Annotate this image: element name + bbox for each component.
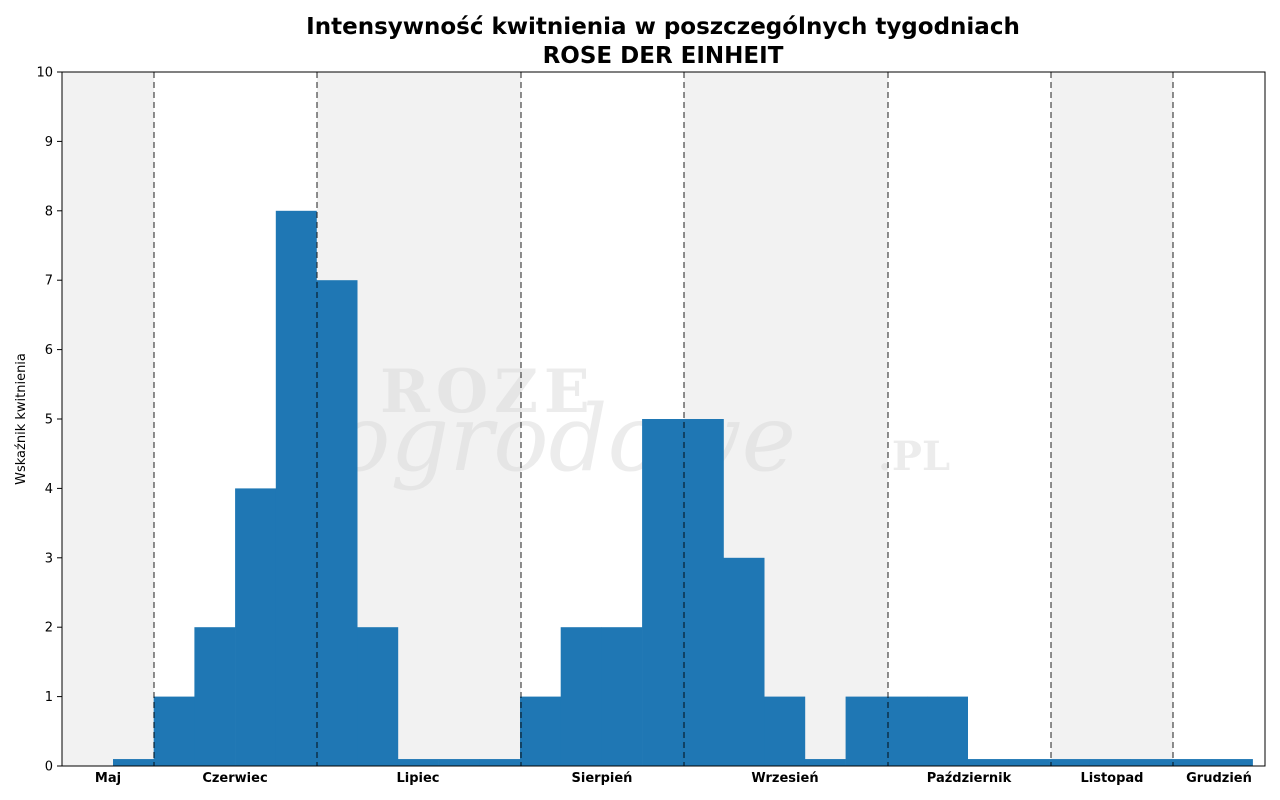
bar-week-23	[316, 280, 358, 766]
bars	[113, 210, 1253, 767]
y-tick-label: 9	[45, 135, 53, 150]
bar-week-28	[520, 696, 561, 766]
y-tick-label: 6	[45, 343, 53, 358]
bar-week-36	[845, 696, 887, 766]
chart-subtitle: ROSE DER EINHEIT	[543, 43, 784, 69]
bar-week-21	[235, 488, 277, 766]
bar-week-18	[113, 759, 154, 766]
bar-week-40	[1008, 759, 1050, 766]
watermark-text-roze: ROZE	[380, 357, 596, 427]
month-label: Listopad	[1080, 771, 1143, 786]
bar-week-45	[1211, 759, 1253, 766]
y-axis: 0 1 2 3 4 5 6 7 8 9 10	[36, 66, 62, 775]
month-label: Maj	[95, 771, 121, 786]
bar-week-43	[1130, 759, 1172, 766]
bar-week-25	[397, 759, 439, 766]
bar-week-32	[682, 419, 724, 766]
watermark-text-ogrodowe: ogrodowe	[335, 385, 796, 492]
month-band	[62, 72, 154, 766]
y-tick-label: 7	[45, 274, 53, 289]
bar-week-34	[764, 696, 806, 766]
bar-week-41	[1049, 759, 1091, 766]
month-label: Lipiec	[396, 771, 439, 786]
month-band	[888, 72, 1051, 766]
bar-week-20	[194, 627, 236, 766]
y-tick-label: 10	[36, 66, 53, 81]
month-label: Grudzień	[1186, 771, 1252, 786]
bar-week-37	[886, 696, 928, 766]
chart-title: Intensywność kwitnienia w poszczególnych…	[306, 14, 1020, 40]
month-label: Październik	[927, 771, 1012, 786]
bar-week-30	[601, 627, 643, 766]
y-tick-label: 0	[45, 760, 53, 775]
bar-week-27	[479, 759, 521, 766]
bar-week-33	[723, 557, 765, 766]
y-tick-label: 5	[45, 413, 53, 428]
month-band	[1051, 72, 1173, 766]
bar-week-24	[357, 627, 399, 766]
y-axis-label: Wskaźnik kwitnienia	[14, 353, 29, 485]
bar-week-22	[275, 210, 317, 767]
month-label: Wrzesień	[751, 771, 818, 786]
month-dividers	[153, 72, 1174, 766]
month-label: Sierpień	[572, 771, 633, 786]
watermark-text-pl: .PL	[878, 433, 950, 480]
bar-week-26	[438, 759, 480, 766]
bar-week-29	[560, 627, 602, 766]
y-tick-label: 4	[45, 482, 53, 497]
bar-week-38	[927, 696, 968, 766]
y-tick-label: 2	[45, 621, 53, 636]
month-labels: Maj Czerwiec Lipiec Sierpień Wrzesień Paździe…	[95, 771, 1252, 786]
bar-week-42	[1089, 759, 1131, 766]
y-tick-label: 3	[45, 551, 53, 566]
y-tick-label: 1	[45, 690, 53, 705]
month-band	[1173, 72, 1265, 766]
bar-week-44	[1171, 759, 1213, 766]
bar-week-35	[804, 759, 846, 766]
y-tick-label: 8	[45, 204, 53, 219]
bar-week-31	[642, 419, 684, 766]
bar-week-39	[967, 759, 1009, 766]
bar-week-19	[153, 696, 195, 766]
month-label: Czerwiec	[202, 771, 267, 786]
